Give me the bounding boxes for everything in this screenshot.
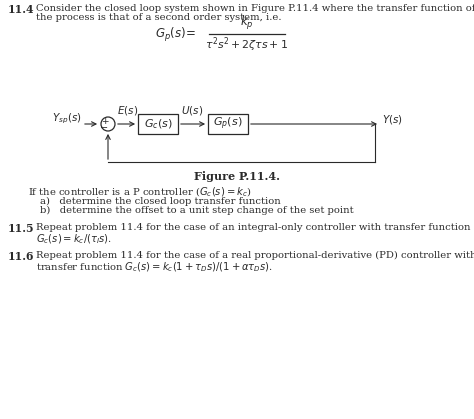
Text: $E(s)$: $E(s)$ <box>117 104 138 117</box>
Text: $G_c(s)$$=$$k_c /(\tau_I s)$.: $G_c(s)$$=$$k_c /(\tau_I s)$. <box>36 232 112 246</box>
Text: Repeat problem 11.4 for the case of a real proportional-derivative (PD) controll: Repeat problem 11.4 for the case of a re… <box>36 251 474 260</box>
Text: Consider the closed loop system shown in Figure P.11.4 where the transfer functi: Consider the closed loop system shown in… <box>36 4 474 13</box>
Text: b)   determine the offset to a unit step change of the set point: b) determine the offset to a unit step c… <box>40 206 354 215</box>
Text: −: − <box>100 124 109 133</box>
Text: $Y_{sp}(s)$: $Y_{sp}(s)$ <box>52 112 82 126</box>
Text: $U(s)$: $U(s)$ <box>181 104 203 117</box>
Text: $\tau^2 s^2+2\zeta\tau s+1$: $\tau^2 s^2+2\zeta\tau s+1$ <box>205 36 289 54</box>
Text: $k_p$: $k_p$ <box>240 15 254 33</box>
Text: $G_p(s)\!=\!$: $G_p(s)\!=\!$ <box>155 26 196 44</box>
Text: $G_p(s)$: $G_p(s)$ <box>213 116 243 132</box>
Text: 11.5: 11.5 <box>8 223 35 234</box>
FancyBboxPatch shape <box>208 114 248 134</box>
Text: the process is that of a second order system, i.e.: the process is that of a second order sy… <box>36 13 282 22</box>
Text: $Y(s)$: $Y(s)$ <box>382 112 403 126</box>
Text: 11.4: 11.4 <box>8 4 35 15</box>
Text: +: + <box>101 117 108 126</box>
Text: transfer function $G_c(s)$$=$$k_c(1+\tau_D s)/(1+\alpha\tau_D s)$.: transfer function $G_c(s)$$=$$k_c(1+\tau… <box>36 260 273 274</box>
Text: Figure P.11.4.: Figure P.11.4. <box>194 171 280 182</box>
FancyBboxPatch shape <box>138 114 178 134</box>
Text: $G_c(s)$: $G_c(s)$ <box>144 117 173 131</box>
Text: Repeat problem 11.4 for the case of an integral-only controller with transfer fu: Repeat problem 11.4 for the case of an i… <box>36 223 471 232</box>
Text: 11.6: 11.6 <box>8 251 35 262</box>
Text: a)   determine the closed loop transfer function: a) determine the closed loop transfer fu… <box>40 197 281 206</box>
Text: If the controller is a P controller ($G_c(s)$$=$$k_c$): If the controller is a P controller ($G_… <box>28 185 251 199</box>
